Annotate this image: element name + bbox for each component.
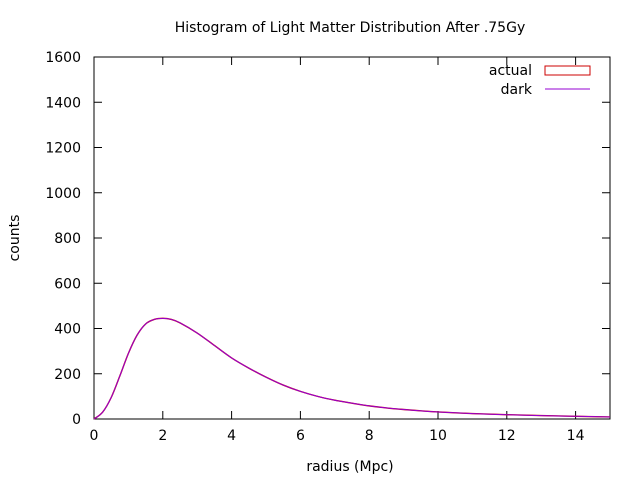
plot-frame <box>93 56 611 420</box>
x-axis-label: radius (Mpc) <box>306 459 393 475</box>
legend: actual dark <box>489 63 591 98</box>
plot-area <box>93 317 611 420</box>
y-tick-label: 1200 <box>45 141 81 157</box>
y-tick-label: 400 <box>54 322 81 338</box>
x-tick-label: 4 <box>227 428 236 444</box>
series-actual <box>93 317 611 420</box>
y-tick-label: 1400 <box>45 95 81 111</box>
y-tick-label: 200 <box>54 367 81 383</box>
x-tick-label: 8 <box>365 428 374 444</box>
x-tick-label: 6 <box>296 428 305 444</box>
x-tick-label: 10 <box>429 428 447 444</box>
legend-swatch-actual <box>544 65 591 76</box>
chart-title: Histogram of Light Matter Distribution A… <box>175 20 525 36</box>
legend-label-dark: dark <box>501 82 533 98</box>
x-tick-label: 12 <box>498 428 516 444</box>
legend-label-actual: actual <box>489 63 532 79</box>
y-tick-label: 600 <box>54 276 81 292</box>
x-tick-label: 0 <box>90 428 99 444</box>
y-tick-label: 1600 <box>45 50 81 66</box>
y-tick-label: 0 <box>72 412 81 428</box>
y-tick-label: 1000 <box>45 186 81 202</box>
axes: 0 2 4 6 8 10 12 14 0 200 400 600 800 1000 1200 1400 1600 <box>45 50 610 444</box>
series-dark <box>93 317 611 420</box>
x-tick-label: 14 <box>567 428 585 444</box>
y-axis-label: counts <box>7 215 23 262</box>
x-tick-label: 2 <box>158 428 167 444</box>
y-tick-label: 800 <box>54 231 81 247</box>
